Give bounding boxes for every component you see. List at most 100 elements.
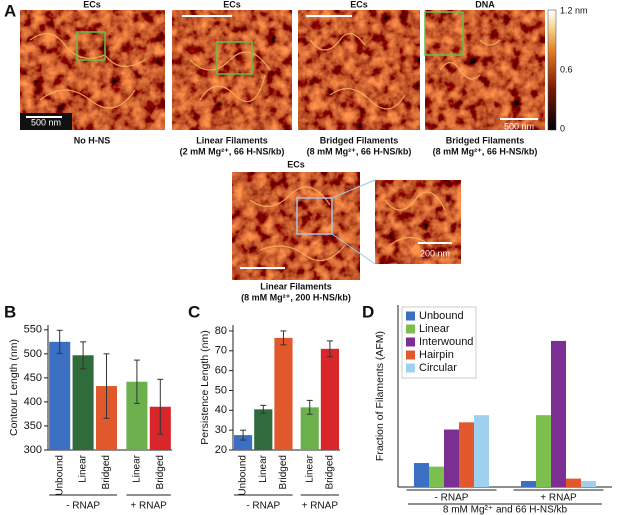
x-tick-label: Bridged <box>278 455 289 489</box>
group-label: + RNAP <box>540 493 577 504</box>
legend-label: Linear <box>419 323 450 335</box>
group-label: - RNAP <box>435 493 469 504</box>
image-title: ECs <box>287 159 305 169</box>
x-tick-label: Bridged <box>101 455 112 489</box>
y-tick-label: 50 <box>215 384 227 396</box>
caption: Bridged Filaments <box>320 135 399 145</box>
y-tick-label: 300 <box>24 444 42 456</box>
y-tick-label: 500 <box>24 348 42 360</box>
zoom-line <box>331 233 376 265</box>
scale-label: 500 nm <box>31 117 61 127</box>
legend-label: Circular <box>419 362 457 374</box>
image-title: ECs <box>223 0 241 9</box>
caption: (8 mM Mg²⁺, 66 H-NS/kb) <box>307 146 412 156</box>
bar <box>429 466 444 487</box>
y-tick-label: 40 <box>215 404 227 416</box>
bar <box>536 415 551 487</box>
zoom-box <box>76 31 106 61</box>
filaments <box>29 33 501 262</box>
legend-swatch <box>406 363 415 373</box>
panel-label: A <box>4 1 16 20</box>
zoom-box <box>216 41 253 75</box>
bar <box>444 429 459 487</box>
x-tick-label: Bridged <box>155 455 166 489</box>
legend-label: Hairpin <box>419 349 454 361</box>
afm-images <box>20 9 557 280</box>
scale-label: 200 nm <box>420 248 450 258</box>
image-title: DNA <box>475 0 495 9</box>
bar <box>566 478 581 487</box>
image-title: ECs <box>350 0 368 9</box>
bar <box>459 422 474 487</box>
colorbar-label: 1.2 nm <box>560 5 588 15</box>
y-axis-label: Persistence Length (nm) <box>199 330 211 444</box>
y-tick-label: 30 <box>215 424 227 436</box>
bar <box>581 481 596 487</box>
legend-swatch <box>406 311 415 321</box>
caption: (8 mM Mg²⁺, 200 H-NS/kb) <box>241 292 351 302</box>
y-axis-label: Contour Length (nm) <box>8 339 20 436</box>
y-tick-label: 400 <box>24 396 42 408</box>
bar <box>254 409 273 450</box>
bar <box>274 337 293 450</box>
scale-label: 500 nm <box>504 121 534 131</box>
colorbar <box>547 9 557 131</box>
x-tick-label: Linear <box>78 454 89 482</box>
afm-image <box>172 10 292 130</box>
caption: Linear Filaments <box>260 281 332 291</box>
afm-image <box>425 10 545 130</box>
afm-image <box>20 10 165 130</box>
bar <box>72 355 94 450</box>
bar <box>234 435 253 450</box>
y-tick-label: 80 <box>215 325 227 337</box>
panel-label: D <box>362 302 374 321</box>
legend-swatch <box>406 350 415 360</box>
x-tick-label: Unbound <box>238 455 249 496</box>
colorbar-label: 0 <box>560 123 565 133</box>
bar <box>551 340 566 487</box>
y-tick-label: 60 <box>215 365 227 377</box>
y-tick-label: 20 <box>215 444 227 456</box>
image-title: ECs <box>83 0 101 9</box>
afm-inset <box>375 180 461 264</box>
legend-swatch <box>406 324 415 334</box>
group-label: + RNAP <box>130 501 167 512</box>
bar <box>414 463 429 487</box>
y-tick-label: 550 <box>24 324 42 336</box>
colorbar-label: 0.6 <box>560 64 573 74</box>
afm-image <box>232 172 360 280</box>
zoom-line <box>331 179 376 199</box>
caption: No H-NS <box>74 135 111 145</box>
caption: Bridged Filaments <box>446 135 525 145</box>
caption: Linear Filaments <box>196 135 268 145</box>
group-label: - RNAP <box>246 501 280 512</box>
group-label: - RNAP <box>66 501 100 512</box>
x-tick-label: Unbound <box>54 455 65 496</box>
zoom-box <box>424 11 464 56</box>
group-label: + RNAP <box>302 501 339 512</box>
bar <box>521 481 536 487</box>
y-axis-label: Fraction of Filaments (AFM) <box>374 331 386 461</box>
bar <box>474 415 489 487</box>
caption: (8 mM Mg²⁺, 66 H-NS/kb) <box>433 146 538 156</box>
legend-label: Interwound <box>419 336 473 348</box>
legend-label: Unbound <box>419 310 464 322</box>
zoom-box <box>296 197 333 235</box>
afm-image <box>298 10 420 130</box>
caption: (2 mM Mg²⁺, 66 H-NS/kb) <box>180 146 285 156</box>
bar <box>300 407 319 450</box>
x-tick-label: Linear <box>132 454 143 482</box>
bar <box>49 341 71 450</box>
y-tick-label: 450 <box>24 372 42 384</box>
legend-swatch <box>406 337 415 347</box>
x-tick-label: Linear <box>304 454 315 482</box>
bar <box>320 348 339 450</box>
bar <box>126 381 148 450</box>
y-tick-label: 70 <box>215 345 227 357</box>
x-axis-label: 8 mM Mg²⁺ and 66 H-NS/kb <box>443 505 568 515</box>
x-tick-label: Bridged <box>325 455 336 489</box>
y-tick-label: 350 <box>24 420 42 432</box>
panel-label: C <box>188 302 200 321</box>
